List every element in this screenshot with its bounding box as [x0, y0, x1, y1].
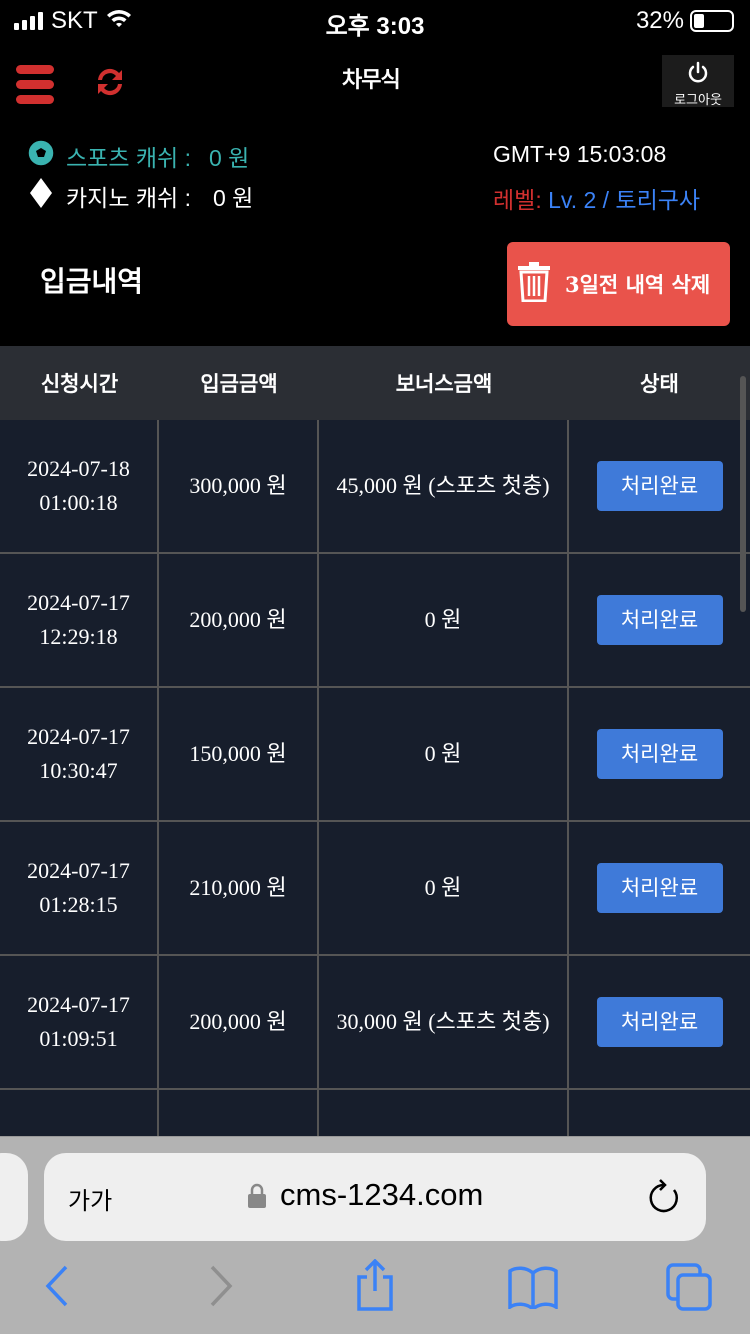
status-cell — [569, 1090, 750, 1136]
bonus-cell — [319, 1090, 569, 1136]
signal-icon — [14, 12, 43, 30]
carrier: SKT — [51, 7, 98, 34]
clock: 오후 3:03 — [325, 13, 425, 40]
request-time-cell: 2024-07-17 01:09:51 — [0, 956, 159, 1088]
menu-icon[interactable] — [16, 65, 54, 110]
share-icon[interactable] — [355, 1258, 395, 1315]
request-time-cell: 2024-07-17 01:28:15 — [0, 822, 159, 954]
amount-cell — [159, 1090, 319, 1136]
trash-icon — [517, 261, 551, 307]
header-status: 상태 — [640, 372, 679, 396]
status-cell: 처리완료 — [569, 956, 750, 1088]
sports-cash: 스포츠 캐쉬 : 0 원 — [26, 138, 249, 174]
status-cell: 처리완료 — [569, 822, 750, 954]
amount-cell: 150,000 원 — [159, 688, 319, 820]
status-button[interactable]: 처리완료 — [596, 997, 723, 1047]
power-icon — [662, 61, 734, 89]
table-row: 2024-07-17 01:28:15 210,000 원 0 원 처리완료 — [0, 822, 750, 956]
table-row: 2024-07-17 12:29:18 200,000 원 0 원 처리완료 — [0, 554, 750, 688]
battery-percent: 32% — [635, 7, 684, 34]
status-cell: 처리완료 — [569, 688, 750, 820]
address-bar[interactable]: 가가 cms-1234.com — [44, 1153, 706, 1241]
request-date: 2024-07-18 — [27, 456, 130, 481]
header-request-time: 신청시간 — [40, 372, 119, 396]
request-time: 12:29:18 — [39, 624, 118, 649]
sports-cash-value: 0 원 — [208, 145, 250, 171]
server-clock: GMT+9 15:03:08 — [493, 141, 667, 167]
status-button[interactable]: 처리완료 — [596, 729, 723, 779]
amount-cell: 200,000 원 — [159, 956, 319, 1088]
request-time: 01:09:51 — [39, 1026, 118, 1051]
soccer-ball-icon — [26, 138, 56, 174]
sports-cash-label: 스포츠 캐쉬 : — [66, 145, 191, 171]
request-time-cell: 2024-07-16 — [0, 1090, 159, 1136]
page-title: 입금내역 — [40, 265, 144, 298]
request-time-cell: 2024-07-17 12:29:18 — [0, 554, 159, 686]
diamond-icon — [30, 178, 52, 214]
forward-icon[interactable] — [208, 1265, 234, 1311]
amount-cell: 210,000 원 — [159, 822, 319, 954]
casino-cash: 카지노 캐쉬 : 0 원 — [30, 178, 253, 214]
bonus-cell: 45,000 원 (스포츠 첫충) — [319, 420, 569, 552]
request-date: 2024-07-17 — [27, 992, 130, 1017]
table-row: 2024-07-18 01:00:18 300,000 원 45,000 원 (스… — [0, 420, 750, 554]
browser-toolbar: 가가 cms-1234.com — [0, 1136, 750, 1334]
delete-history-label: 3일전 내역 삭제 — [565, 272, 711, 297]
request-date: 2024-07-17 — [27, 590, 130, 615]
status-cell: 처리완료 — [569, 554, 750, 686]
status-bar: SKT 오후 3:03 32% — [0, 0, 750, 40]
request-date: 2024-07-17 — [27, 858, 130, 883]
battery-icon — [690, 10, 734, 32]
status-button[interactable]: 처리완료 — [596, 461, 723, 511]
bonus-cell: 0 원 — [319, 554, 569, 686]
url-text[interactable]: cms-1234.com — [280, 1177, 484, 1212]
refresh-icon[interactable] — [92, 64, 128, 104]
request-date: 2024-07-17 — [27, 724, 130, 749]
casino-cash-value: 0 원 — [212, 185, 254, 211]
request-time: 01:00:18 — [39, 490, 118, 515]
bonus-cell: 30,000 원 (스포츠 첫충) — [319, 956, 569, 1088]
delete-history-button[interactable]: 3일전 내역 삭제 — [507, 242, 730, 326]
logout-label: 로그아웃 — [674, 93, 722, 108]
request-time: 10:30:47 — [39, 758, 118, 783]
level-value: Lv. 2 / 토리구사 — [548, 187, 701, 213]
header-bonus: 보너스금액 — [395, 372, 493, 396]
status-button[interactable]: 처리완료 — [596, 595, 723, 645]
header-amount: 입금금액 — [200, 372, 278, 396]
back-icon[interactable] — [44, 1265, 70, 1311]
wifi-icon — [106, 7, 132, 35]
lock-icon — [248, 1183, 266, 1213]
table-row: 2024-07-17 01:09:51 200,000 원 30,000 원 (스… — [0, 956, 750, 1090]
logo[interactable]: 차무식 — [342, 68, 401, 93]
table-row: 2024-07-16 — [0, 1090, 750, 1136]
status-cell: 처리완료 — [569, 420, 750, 552]
table-row: 2024-07-17 10:30:47 150,000 원 0 원 처리완료 — [0, 688, 750, 822]
amount-cell: 200,000 원 — [159, 554, 319, 686]
bonus-cell: 0 원 — [319, 822, 569, 954]
amount-cell: 300,000 원 — [159, 420, 319, 552]
deposit-table: 신청시간 입금금액 보너스금액 상태 2024-07-18 01:00:18 30… — [0, 346, 750, 1136]
casino-cash-label: 카지노 캐쉬 : — [66, 185, 191, 211]
previous-tab[interactable] — [0, 1153, 28, 1241]
bonus-cell: 0 원 — [319, 688, 569, 820]
table-header: 신청시간 입금금액 보너스금액 상태 — [0, 346, 750, 420]
bookmarks-icon[interactable] — [508, 1265, 558, 1313]
level-label: 레벨: — [493, 187, 542, 213]
logout-button[interactable]: 로그아웃 — [662, 55, 734, 108]
tabs-icon[interactable] — [666, 1263, 714, 1315]
request-time-cell: 2024-07-17 10:30:47 — [0, 688, 159, 820]
status-button[interactable]: 처리완료 — [596, 863, 723, 913]
request-time: 01:28:15 — [39, 892, 118, 917]
level-info: 레벨: Lv. 2 / 토리구사 — [493, 181, 700, 215]
top-bar: 차무식 로그아웃 — [0, 50, 750, 110]
scrollbar[interactable] — [740, 376, 746, 612]
text-size-button[interactable]: 가가 — [68, 1187, 113, 1215]
request-time-cell: 2024-07-18 01:00:18 — [0, 420, 159, 552]
reload-icon[interactable] — [648, 1179, 680, 1219]
